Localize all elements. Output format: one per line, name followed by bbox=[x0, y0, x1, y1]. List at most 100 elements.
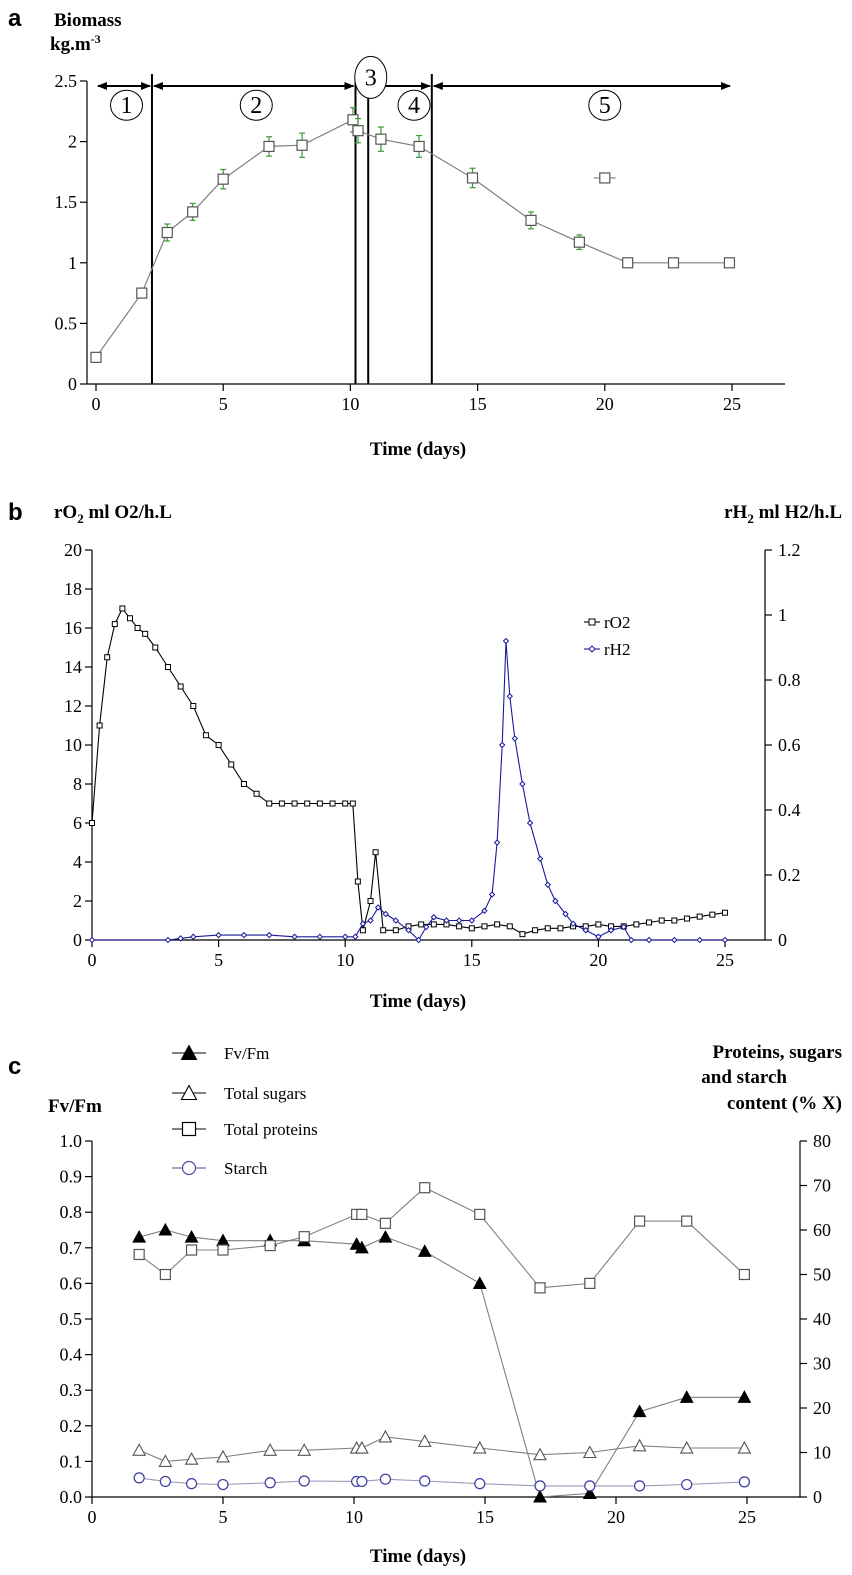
panel-a-letter: a bbox=[8, 5, 22, 32]
starch-point bbox=[298, 1475, 310, 1487]
panel-b-y-tick-label: 8 bbox=[73, 774, 82, 794]
fv-fm-point bbox=[132, 1229, 147, 1243]
panel-b-y-tick-label: 10 bbox=[64, 735, 82, 755]
rO2-point bbox=[696, 913, 703, 920]
rH2-point bbox=[382, 910, 389, 918]
biomass-point bbox=[413, 140, 425, 153]
panel-b-y-tick-label: 12 bbox=[64, 696, 82, 716]
biomass-point bbox=[296, 139, 308, 151]
fv-fm-point bbox=[533, 1489, 547, 1503]
phase-label-3: 3 bbox=[365, 65, 377, 91]
panel-b-letter: b bbox=[8, 499, 23, 526]
fv-fm-point bbox=[472, 1276, 487, 1289]
rH2-point bbox=[506, 693, 513, 700]
legend-total-sugars-label: Total sugars bbox=[224, 1084, 306, 1103]
panel-b-x-tick-label: 10 bbox=[336, 950, 354, 970]
total-proteins-point bbox=[264, 1239, 276, 1252]
rH2-point bbox=[240, 931, 248, 939]
rO2-point bbox=[228, 761, 235, 768]
panel-c-y-tick-label: 0.1 bbox=[60, 1451, 83, 1471]
fv-fm-point bbox=[679, 1390, 694, 1403]
total-sugars-point bbox=[582, 1445, 597, 1459]
panel-c-ylabel-left: Fv/Fm bbox=[48, 1096, 102, 1117]
panel-c-x-tick-label: 10 bbox=[345, 1507, 363, 1527]
panel-a-y-tick-label: 2 bbox=[68, 132, 77, 152]
legend-starch-marker bbox=[181, 1160, 197, 1176]
biomass-point bbox=[347, 114, 359, 126]
legend-total-proteins-label: Total proteins bbox=[224, 1120, 318, 1139]
rH2-point bbox=[443, 917, 450, 924]
phase-circle bbox=[397, 89, 431, 121]
starch-point bbox=[185, 1478, 198, 1490]
fv-fm-point bbox=[632, 1404, 647, 1418]
rH2-point bbox=[423, 923, 430, 931]
rH2-point bbox=[367, 917, 374, 924]
panel-c-x-tick-label: 0 bbox=[88, 1507, 97, 1527]
rH2-point bbox=[455, 917, 463, 924]
panel-b-x-tick-label: 0 bbox=[88, 950, 97, 970]
starch-series-line bbox=[139, 1477, 745, 1487]
rO2-point bbox=[253, 790, 260, 797]
rO2-point bbox=[119, 605, 126, 612]
panel-c-y-tick-label: 0.8 bbox=[60, 1202, 83, 1222]
panel-c-y-tick-label: 0.9 bbox=[60, 1167, 83, 1187]
rO2-point bbox=[126, 615, 133, 622]
starch-point bbox=[159, 1475, 171, 1488]
rO2-point bbox=[595, 921, 602, 928]
panel-b-y2-tick-label: 0.4 bbox=[778, 800, 801, 820]
panel-b-y-tick-label: 0 bbox=[73, 930, 82, 950]
rO2-point bbox=[646, 919, 653, 926]
rH2-point bbox=[374, 904, 382, 911]
panel-b-ylabel-left: rO2 ml O2/h.L bbox=[54, 502, 172, 526]
rH2-point bbox=[266, 931, 273, 939]
panel-b-xlabel: Time (days) bbox=[370, 991, 466, 1012]
total-sugars-point bbox=[679, 1440, 694, 1454]
rH2-point bbox=[481, 907, 488, 914]
total-proteins-point bbox=[379, 1217, 392, 1229]
panel-c-ylabel-right-line1: Proteins, sugars bbox=[713, 1042, 842, 1063]
biomass-point bbox=[525, 214, 537, 226]
panel-b-y-tick-label: 6 bbox=[73, 813, 82, 833]
starch-point bbox=[681, 1478, 693, 1491]
biomass-point bbox=[375, 133, 387, 145]
legend-rH2-label: rH2 bbox=[604, 640, 630, 659]
panel-a-x-tick-label: 20 bbox=[596, 394, 614, 414]
total-sugars-point bbox=[216, 1449, 230, 1463]
panel-b-y2-tick-label: 0.8 bbox=[778, 670, 801, 690]
extra-point-marker bbox=[599, 172, 611, 184]
rO2-point bbox=[177, 683, 184, 690]
biomass-point bbox=[90, 351, 102, 363]
panel-c-y2-tick-label: 10 bbox=[813, 1443, 831, 1463]
rO2-point bbox=[354, 878, 361, 885]
rO2-point bbox=[633, 921, 640, 928]
total-sugars-point bbox=[417, 1434, 432, 1447]
panel-c-ylabel-right-line2: and starch bbox=[701, 1067, 787, 1088]
rO2-point bbox=[380, 927, 387, 934]
panel-b-y-tick-label: 14 bbox=[64, 657, 82, 677]
rO2-point bbox=[111, 621, 118, 628]
legend-total-proteins-marker bbox=[181, 1121, 197, 1137]
fv-fm-point bbox=[354, 1240, 369, 1254]
rO2-point bbox=[104, 654, 111, 661]
rH2-point bbox=[721, 936, 729, 944]
rO2-point bbox=[164, 664, 171, 670]
total-proteins-point bbox=[298, 1231, 310, 1243]
phase-label-5: 5 bbox=[599, 93, 611, 119]
rH2-point bbox=[392, 917, 400, 924]
total-proteins-point bbox=[584, 1277, 596, 1290]
rH2-point bbox=[645, 936, 653, 944]
total-sugars-series-line bbox=[138, 1436, 745, 1462]
rO2-point bbox=[96, 722, 103, 729]
rH2-point bbox=[415, 936, 422, 944]
panel-a-x-tick-label: 25 bbox=[723, 394, 741, 414]
rO2-point bbox=[142, 630, 149, 637]
total-sugars-point bbox=[297, 1443, 312, 1456]
biomass-point bbox=[352, 125, 364, 137]
total-proteins-point bbox=[133, 1248, 145, 1261]
fv-fm-point bbox=[378, 1229, 393, 1243]
panel-c-x-tick-label: 15 bbox=[476, 1507, 494, 1527]
rH2-point bbox=[502, 637, 510, 645]
rH2-point bbox=[405, 927, 412, 934]
